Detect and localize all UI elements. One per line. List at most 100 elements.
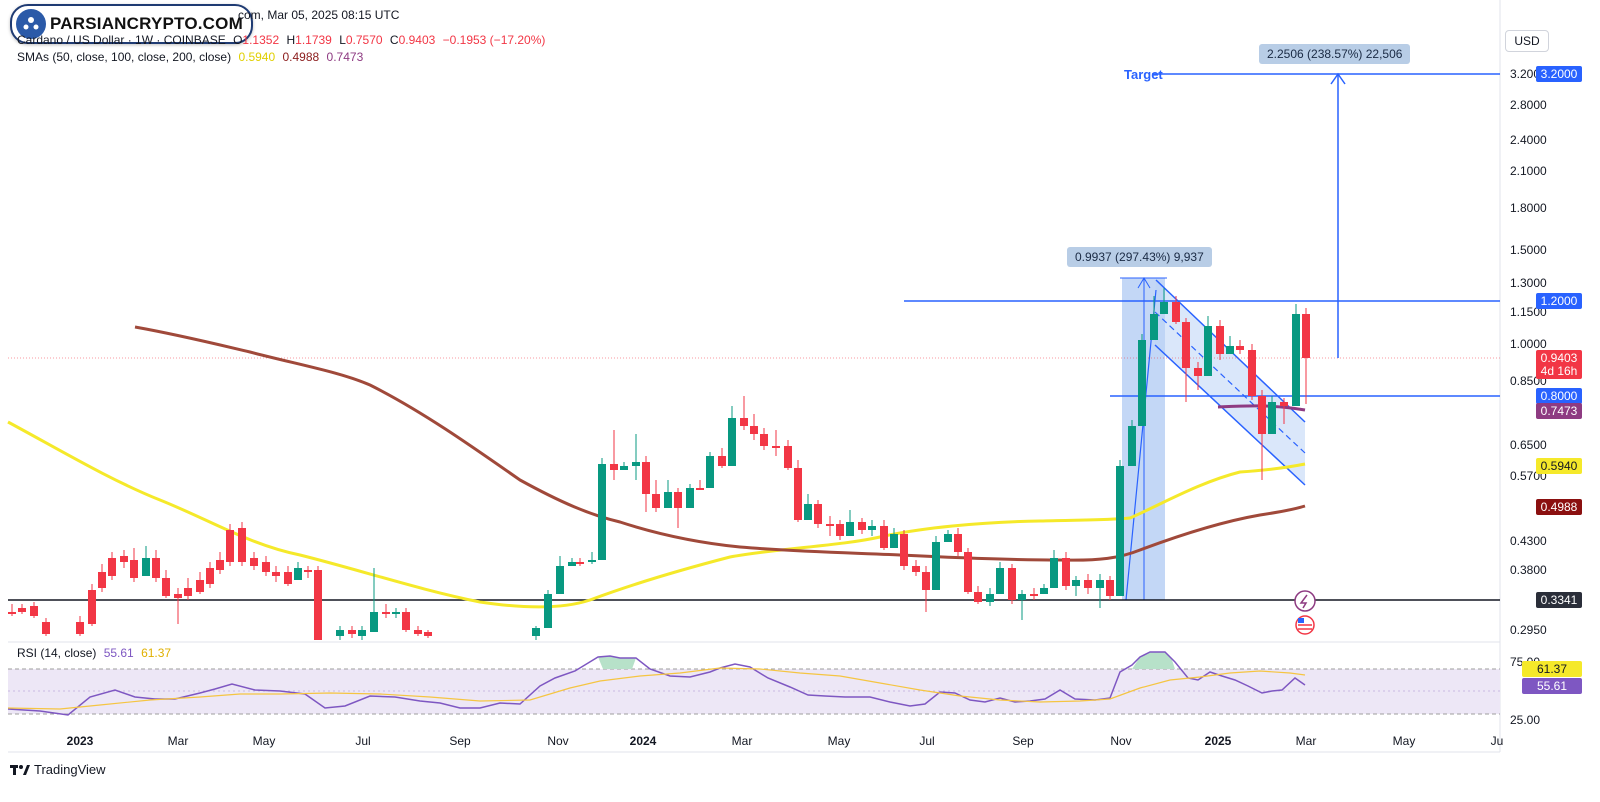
sma-100-value: 0.4988 [282, 50, 320, 64]
ohlc-l-label: L [339, 33, 346, 47]
candle-body [8, 612, 16, 614]
candle-body [996, 568, 1004, 594]
candle-body [294, 568, 302, 580]
candle-body [784, 446, 792, 468]
tradingview-brand[interactable]: TradingView [10, 762, 106, 777]
pole-line [1125, 289, 1157, 601]
sma-50-value: 0.5940 [238, 50, 276, 64]
channel-mid [1154, 311, 1306, 454]
ohlc-low: 0.7570 [345, 33, 383, 47]
ohlc-close: 0.9403 [398, 33, 436, 47]
candle-body [1106, 580, 1114, 596]
time-axis-label: 2024 [629, 734, 657, 748]
candle-body [1268, 402, 1276, 434]
price-axis-label: 0.6500 [1510, 438, 1547, 452]
ohlc-o-label: O [233, 33, 243, 47]
time-axis-label: May [1392, 734, 1416, 748]
candle-body [206, 568, 214, 584]
time-axis-label: Jul [355, 734, 371, 748]
candle-body [610, 464, 618, 470]
price-tag-sma-100: 0.4988 [1536, 499, 1582, 515]
candle-body [424, 632, 432, 636]
target-arrowhead [1330, 72, 1346, 85]
candle-body [1236, 346, 1244, 350]
candle-body [392, 612, 400, 614]
candle-body [272, 572, 280, 576]
candle-body [88, 590, 96, 624]
price-axis-label: 0.3800 [1510, 563, 1547, 577]
candle-body [1226, 346, 1234, 354]
candle-body [944, 534, 952, 542]
candle-body [250, 558, 258, 566]
sma-legend[interactable]: SMAs (50, close, 100, close, 200, close)… [17, 50, 367, 64]
candle-body [846, 522, 854, 536]
candle-body [1040, 588, 1048, 594]
rsi-ma-tag: 61.37 [1522, 661, 1582, 677]
candle-body [728, 418, 736, 466]
price-axis-label: 2.8000 [1510, 98, 1547, 112]
time-axis-label: Ju [1490, 734, 1504, 748]
candle-body [900, 534, 908, 566]
time-axis-label: May [252, 734, 276, 748]
ohlc-h-label: H [286, 33, 296, 47]
time-axis-label: Mar [1295, 734, 1317, 748]
candle-body [1072, 580, 1080, 586]
candle-body [1248, 350, 1256, 396]
ohlc-change: −0.1953 (−17.20%) [442, 33, 546, 47]
price-tag-sma-50: 0.5940 [1536, 458, 1582, 474]
price-tag-line-blue: 0.8000 [1536, 388, 1582, 404]
candle-body [686, 488, 694, 508]
candle-body [826, 524, 834, 526]
logo-mark-icon [16, 9, 46, 39]
symbol-legend[interactable]: Cardano / US Dollar · 1W · COINBASE O1.1… [17, 33, 549, 47]
price-axis-label: 2.1000 [1510, 164, 1547, 178]
candle-body [184, 588, 192, 596]
candle-body [642, 462, 650, 494]
currency-button[interactable]: USD [1505, 30, 1549, 52]
candle-body [348, 630, 356, 634]
logo-text: PARSIANCRYPTO.COM [50, 14, 243, 33]
candle-body [598, 464, 606, 560]
time-axis-label: 2023 [66, 734, 94, 748]
lightning-event-icon[interactable] [1294, 590, 1316, 612]
rsi-overbought-fill-1 [598, 656, 636, 669]
candle-body [718, 456, 726, 466]
candle-body [814, 504, 822, 524]
candle-body [664, 492, 672, 508]
candle-body [18, 608, 26, 612]
rsi-value-tag: 55.61 [1522, 678, 1582, 694]
measure-zone-arrowhead [1137, 277, 1151, 289]
header-timestamp: com, Mar 05, 2025 08:15 UTC [238, 8, 400, 22]
candle-body [1292, 314, 1300, 406]
rsi-legend[interactable]: RSI (14, close) 55.61 61.37 [17, 646, 175, 660]
sma-200-line [1217, 404, 1306, 412]
symbol-title: Cardano / US Dollar · 1W · COINBASE [17, 33, 226, 47]
candle-body [120, 556, 128, 562]
candle-body [706, 456, 714, 488]
candle-body [238, 528, 246, 562]
candle-body [1160, 302, 1168, 314]
candle-body [1280, 402, 1288, 406]
time-axis-label: Nov [1110, 734, 1132, 748]
price-tag-line-blue: 3.2000 [1536, 66, 1582, 82]
candle-body [358, 630, 366, 636]
candle-body [196, 580, 204, 592]
candle-body [30, 606, 38, 616]
candle-body [226, 530, 234, 562]
candle-body [620, 466, 628, 470]
candle-body [130, 560, 138, 578]
candle-body [1194, 368, 1202, 376]
candle-body [750, 426, 758, 434]
candle-body [1008, 568, 1016, 600]
candle-body [696, 488, 704, 490]
candle-body [964, 552, 972, 592]
candle-body [314, 570, 322, 640]
candle-body [1018, 594, 1026, 600]
candle-body [544, 594, 552, 628]
rsi-legend-label: RSI (14, close) [17, 646, 97, 660]
time-axis-label: Jul [919, 734, 935, 748]
candle-body [284, 572, 292, 584]
candle-body [1096, 580, 1104, 588]
candle-body [890, 534, 898, 548]
